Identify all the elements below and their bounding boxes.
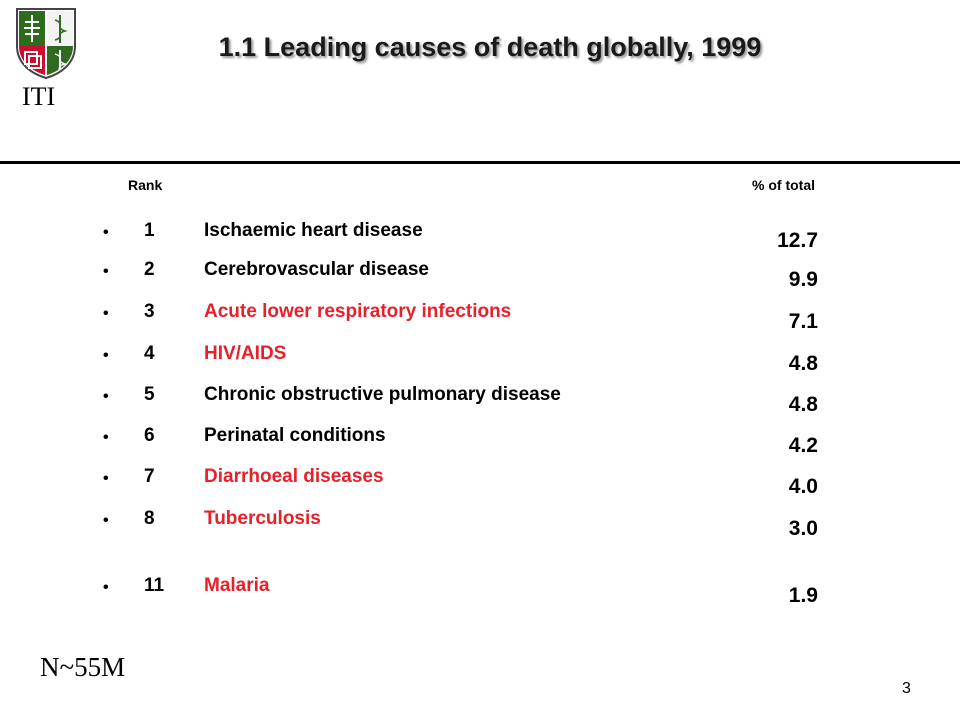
cause-label: Cerebrovascular disease (204, 259, 429, 280)
title-divider (0, 161, 960, 164)
iti-logo-shield-icon (16, 8, 76, 80)
cause-label: Malaria (204, 575, 270, 596)
list-item: • 11 Malaria 1.9 (0, 575, 960, 615)
list-item: • 3 Acute lower respiratory infections 7… (0, 301, 960, 341)
list-item: • 4 HIV/AIDS 4.8 (0, 343, 960, 383)
rank-number: 3 (144, 301, 155, 322)
percent-value: 4.0 (788, 475, 818, 498)
cause-label: Tuberculosis (204, 508, 321, 529)
list-item: • 7 Diarrhoeal diseases 4.0 (0, 466, 960, 506)
rank-column-header: Rank (128, 177, 163, 193)
percent-value: 3.0 (788, 517, 818, 540)
percent-column-header: % of total (752, 177, 815, 193)
bullet: • (103, 224, 109, 241)
percent-value: 4.8 (788, 393, 818, 416)
bullet: • (103, 347, 109, 364)
cause-label: Ischaemic heart disease (204, 220, 423, 241)
bullet: • (103, 305, 109, 322)
logo-text: ITI (22, 82, 56, 111)
list-item: • 5 Chronic obstructive pulmonary diseas… (0, 384, 960, 424)
rank-number: 5 (144, 384, 155, 405)
page-number: 3 (902, 680, 911, 697)
percent-value: 12.7 (777, 229, 818, 252)
rank-number: 8 (144, 508, 155, 529)
percent-value: 1.9 (788, 584, 818, 607)
bullet: • (103, 579, 109, 596)
bullet: • (103, 470, 109, 487)
cause-label: Chronic obstructive pulmonary disease (204, 384, 561, 405)
rank-number: 1 (144, 220, 155, 241)
percent-value: 4.2 (788, 434, 818, 457)
percent-value: 7.1 (788, 310, 818, 333)
bullet: • (103, 388, 109, 405)
percent-value: 9.9 (788, 268, 818, 291)
cause-label: Acute lower respiratory infections (204, 301, 512, 322)
rank-number: 11 (144, 575, 165, 596)
rank-number: 6 (144, 425, 155, 446)
total-deaths-note: N~55M (40, 652, 126, 682)
bullet: • (103, 263, 109, 280)
bullet: • (103, 512, 109, 529)
cause-label: HIV/AIDS (204, 343, 287, 364)
cause-label: Perinatal conditions (204, 425, 386, 446)
rank-number: 7 (144, 466, 155, 487)
list-item: • 1 Ischaemic heart disease 12.7 (0, 220, 960, 260)
list-item: • 8 Tuberculosis 3.0 (0, 508, 960, 548)
percent-value: 4.8 (788, 352, 818, 375)
rank-number: 4 (144, 343, 155, 364)
bullet: • (103, 429, 109, 446)
list-item: • 6 Perinatal conditions 4.2 (0, 425, 960, 465)
list-item: • 2 Cerebrovascular disease 9.9 (0, 259, 960, 299)
cause-label: Diarrhoeal diseases (204, 466, 384, 487)
slide-title: 1.1 Leading causes of death globally, 19… (218, 32, 762, 62)
rank-number: 2 (144, 259, 155, 280)
